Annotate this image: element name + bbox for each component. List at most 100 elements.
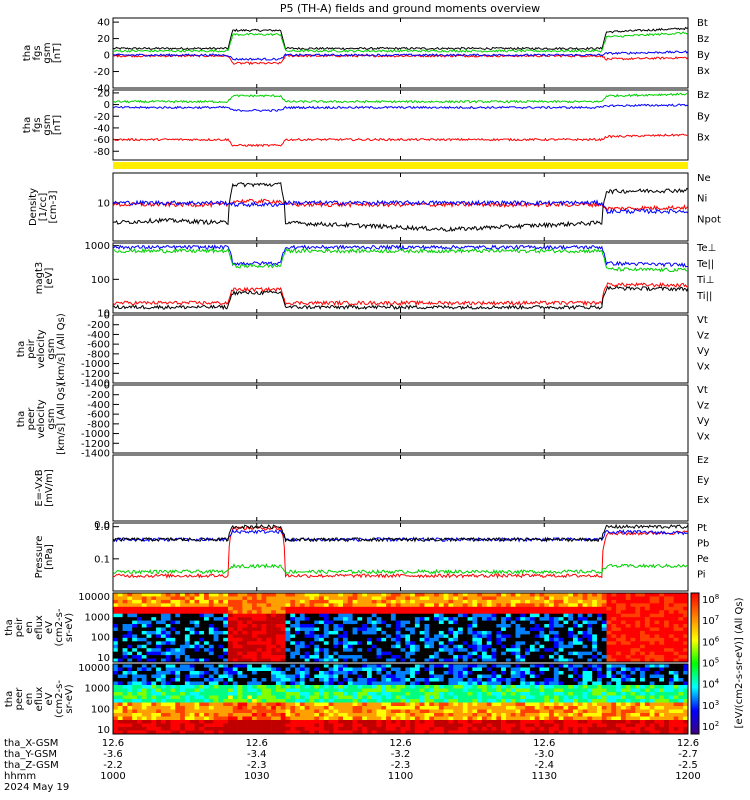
spectrogram-cell [247, 713, 253, 717]
spectrogram-cell [467, 720, 473, 724]
spectrogram-cell [515, 644, 521, 649]
spectrogram-cell [218, 648, 224, 652]
spectrogram-cell [549, 610, 555, 614]
spectrogram-cell [553, 641, 559, 646]
spectrogram-cell [414, 644, 420, 649]
spectrogram-cell [290, 678, 296, 682]
spectrogram-cell [544, 617, 550, 621]
spectrogram-cell [673, 658, 679, 663]
spectrogram-cell [343, 641, 349, 646]
spectrogram-cell [434, 630, 440, 635]
spectrogram-cell [472, 723, 478, 728]
spectrogram-cell [366, 603, 373, 608]
spectrogram-cell [606, 688, 612, 693]
spectrogram-cell [242, 667, 248, 672]
spectrogram-cell [146, 599, 152, 604]
spectrogram-cell [184, 702, 190, 707]
spectrogram-cell [443, 713, 449, 717]
spectrogram-cell [180, 610, 186, 614]
spectrogram-cell [156, 688, 162, 693]
spectrogram-cell [362, 709, 368, 714]
spectrogram-cell [376, 685, 382, 689]
spectrogram-cell [601, 655, 607, 659]
spectrogram-cell [376, 692, 382, 696]
spectrogram-cell [146, 702, 152, 707]
spectrogram-cell [405, 630, 411, 635]
spectrogram-cell [539, 613, 545, 618]
spectrogram-cell [328, 596, 334, 601]
spectrogram-cell [232, 630, 238, 635]
spectrogram-cell [596, 720, 603, 724]
spectrogram-cell [371, 713, 377, 717]
spectrogram-cell [438, 644, 444, 649]
spectrogram-cell [141, 685, 147, 689]
spectrogram-cell [357, 637, 363, 642]
spectrogram-cell [165, 655, 171, 659]
spectrogram-cell [414, 651, 420, 656]
spectrogram-cell [347, 627, 353, 632]
spectrogram-cell [175, 641, 181, 646]
spectrogram-cell [611, 730, 617, 735]
spectrogram-cell [386, 674, 392, 679]
spectrogram-cell [323, 641, 329, 646]
spectrogram-cell [194, 730, 200, 735]
spectrogram-cell [501, 727, 507, 731]
spectrogram-cell [505, 648, 512, 652]
spectrogram-cell [132, 702, 138, 707]
spectrogram-cell [237, 713, 243, 717]
spectrogram-cell [664, 603, 670, 608]
spectrogram-cell [127, 695, 133, 700]
spectrogram-cell [304, 599, 310, 604]
spectrogram-cell [491, 620, 497, 625]
spectrogram-cell [505, 716, 512, 721]
spectrogram-cell [213, 593, 219, 597]
spectrogram-cell [410, 596, 416, 601]
spectrogram-cell [558, 702, 564, 707]
spectrogram-cell [271, 658, 277, 663]
spectrogram-cell [654, 671, 660, 675]
spectrogram-cell [381, 727, 387, 731]
spectrogram-cell [275, 716, 282, 721]
spectrogram-cell [314, 681, 320, 686]
spectrogram-cell [136, 716, 143, 721]
spectrogram-cell [549, 630, 555, 635]
spectrogram-cell [472, 624, 478, 628]
spectrogram-cell [510, 658, 516, 663]
spectrogram-cell [649, 720, 655, 724]
spectrogram-cell [208, 709, 214, 714]
spectrogram-cell [405, 713, 411, 717]
spectrogram-cell [563, 671, 569, 675]
y-tick-label: 0 [104, 100, 110, 111]
spectrogram-cell [467, 651, 473, 656]
spectrogram-cell [520, 624, 526, 628]
spectrogram-cell [295, 706, 301, 710]
spectrogram-cell [587, 634, 593, 639]
spectrogram-cell [371, 593, 377, 597]
spectrogram-cell [390, 716, 397, 721]
spectrogram-cell [539, 603, 545, 608]
spectrogram-cell [376, 695, 382, 700]
spectrogram-cell [520, 634, 526, 639]
spectrogram-cell [328, 699, 334, 703]
spectrogram-cell [122, 664, 128, 668]
spectrogram-cell [381, 730, 387, 735]
spectrogram-cell [314, 593, 320, 597]
spectrogram-cell [544, 671, 550, 675]
spectrogram-cell [486, 606, 492, 611]
panel-ylabel-line: tha [22, 117, 33, 133]
spectrogram-cell [501, 655, 507, 659]
spectrogram-cell [338, 606, 344, 611]
spectrogram-cell [400, 596, 406, 601]
spectrogram-cell [501, 648, 507, 652]
spectrogram-cell [141, 674, 147, 679]
spectrogram-cell [127, 620, 133, 625]
spectrogram-cell [117, 730, 123, 735]
spectrogram-cell [510, 596, 516, 601]
spectrogram-cell [299, 651, 305, 656]
spectrogram-cell [649, 674, 655, 679]
spectrogram-cell [410, 681, 416, 686]
spectrogram-cell [362, 644, 368, 649]
spectrogram-cell [534, 620, 540, 625]
spectrogram-cell [664, 641, 670, 646]
spectrogram-cell [544, 720, 550, 724]
